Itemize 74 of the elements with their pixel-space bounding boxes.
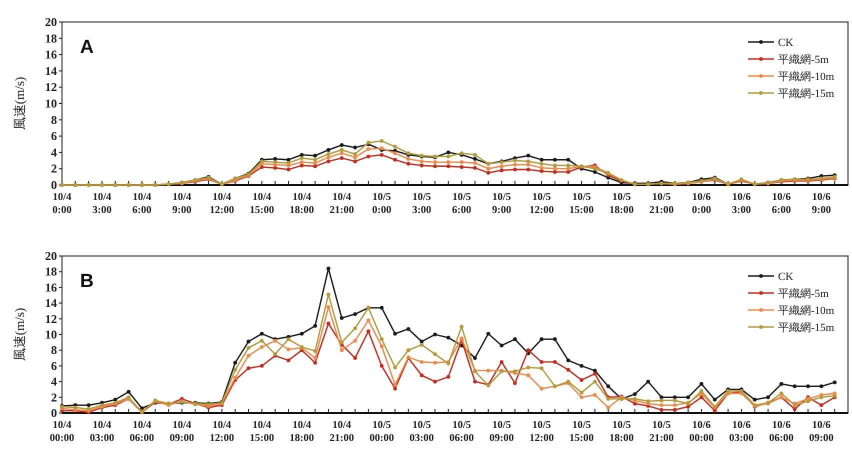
y-tick-label: 12 — [45, 80, 57, 94]
x-tick-label: 10/5 18:00 — [609, 192, 634, 216]
x-tick-label: 10/4 6:00 — [132, 192, 152, 216]
x-tick-label: 10/6 00:00 — [689, 420, 714, 444]
legend-label: 平織網-15m — [778, 321, 835, 334]
x-tick-label: 10/5 6:00 — [452, 192, 472, 216]
legend-label: CK — [778, 37, 794, 49]
y-tick-label: 6 — [51, 358, 57, 373]
x-tick-label: 10/4 21:00 — [330, 420, 354, 444]
y-tick-label: 2 — [51, 162, 57, 176]
y-tick-label: 20 — [45, 15, 57, 29]
x-tick-label: 10/4 12:00 — [210, 420, 234, 444]
y-tick-label: 18 — [45, 264, 57, 279]
x-tick-label: 10/4 12:00 — [210, 192, 234, 216]
y-tick-label: 8 — [51, 112, 57, 127]
y-tick-label: 14 — [45, 296, 57, 310]
y-tick-label: 14 — [45, 64, 57, 78]
x-tick-label: 10/4 0:00 — [52, 192, 72, 216]
x-tick-label: 10/4 15:00 — [250, 192, 274, 216]
legend-label: 平織網-10m — [778, 304, 835, 317]
y-tick-label: 0 — [51, 178, 57, 192]
legend-label: 平織網-5m — [778, 53, 830, 66]
x-tick-label: 10/6 09:00 — [809, 420, 834, 444]
x-tick-label: 10/6 6:00 — [772, 192, 792, 216]
y-tick-label: 4 — [51, 145, 57, 160]
x-tick-label: 10/5 3:00 — [412, 192, 432, 216]
x-tick-label: 10/5 06:00 — [449, 420, 474, 444]
y-tick-label: 8 — [51, 343, 57, 358]
x-tick-label: 10/4 15:00 — [250, 420, 274, 444]
y-tick-label: 6 — [51, 129, 57, 144]
legend-label: 平織網-10m — [778, 70, 835, 83]
annotation: A — [80, 37, 94, 58]
x-tick-label: 10/6 03:00 — [729, 420, 754, 444]
y-tick-label: 2 — [51, 390, 57, 404]
x-tick-label: 10/5 21:00 — [649, 420, 674, 444]
legend-label: 平織網-5m — [778, 287, 830, 300]
x-tick-label: 10/5 00:00 — [369, 420, 394, 444]
x-tick-label: 10/5 15:00 — [569, 192, 594, 216]
y-tick-label: 16 — [45, 48, 57, 62]
x-tick-label: 10/5 9:00 — [492, 192, 512, 216]
y-tick-label: 0 — [51, 406, 57, 420]
y-tick-label: 4 — [51, 374, 57, 389]
y-tick-label: 12 — [45, 312, 57, 326]
x-tick-label: 10/6 06:00 — [769, 420, 794, 444]
x-tick-label: 10/4 18:00 — [290, 192, 314, 216]
legend-label: 平織網-15m — [778, 87, 835, 100]
x-tick-label: 10/4 3:00 — [92, 192, 112, 216]
x-tick-label: 10/6 3:00 — [732, 192, 752, 216]
x-tick-label: 10/5 09:00 — [489, 420, 514, 444]
x-tick-label: 10/5 03:00 — [409, 420, 434, 444]
x-tick-label: 10/5 21:00 — [649, 192, 674, 216]
x-tick-label: 10/4 03:00 — [90, 420, 114, 444]
y-tick-label: 16 — [45, 280, 57, 294]
y-axis-title: 風速(m/s) — [12, 308, 27, 362]
x-tick-label: 10/5 15:00 — [569, 420, 594, 444]
x-tick-label: 10/4 18:00 — [290, 420, 314, 444]
y-tick-label: 10 — [45, 328, 57, 342]
legend-label: CK — [778, 271, 794, 283]
x-tick-label: 10/4 06:00 — [130, 420, 154, 444]
y-tick-label: 18 — [45, 31, 57, 46]
y-tick-label: 10 — [45, 96, 57, 110]
x-tick-label: 10/5 12:00 — [529, 192, 554, 216]
x-tick-label: 10/5 18:00 — [609, 420, 634, 444]
x-tick-label: 10/4 9:00 — [172, 192, 192, 216]
annotation: B — [80, 271, 94, 292]
x-tick-label: 10/6 0:00 — [692, 192, 712, 216]
x-tick-label: 10/4 00:00 — [50, 420, 74, 444]
x-tick-label: 10/5 12:00 — [529, 420, 554, 444]
y-axis-title: 風速(m/s) — [12, 76, 27, 130]
x-tick-label: 10/4 21:00 — [330, 192, 354, 216]
x-tick-label: 10/6 9:00 — [812, 192, 831, 216]
x-tick-label: 10/4 09:00 — [170, 420, 194, 444]
x-tick-label: 10/5 0:00 — [372, 192, 392, 216]
y-tick-label: 20 — [45, 249, 57, 263]
